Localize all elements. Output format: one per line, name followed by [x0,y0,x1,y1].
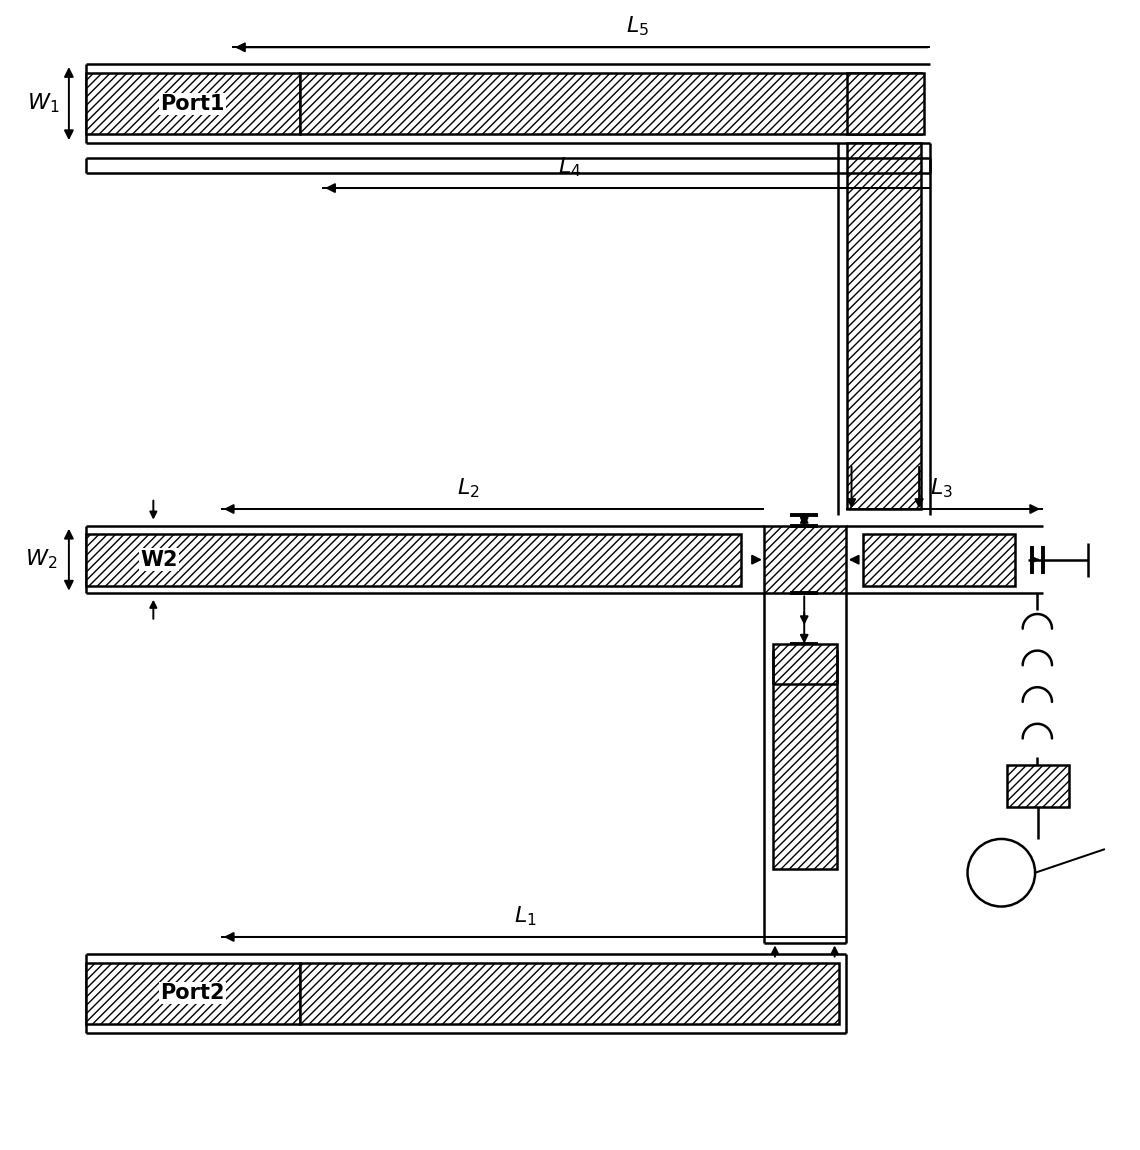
Bar [863,534,1015,585]
Text: W2: W2 [140,550,178,569]
Bar [86,534,741,585]
Text: $L_5$: $L_5$ [626,15,649,38]
Bar [1007,765,1069,807]
Text: $W_2$: $W_2$ [25,547,57,572]
Text: Port1: Port1 [161,93,225,114]
Bar [847,143,921,509]
Bar [300,963,839,1024]
Text: $L_2$: $L_2$ [457,476,480,500]
Text: Port2: Port2 [161,983,225,1003]
Text: $L_4$: $L_4$ [559,155,581,179]
Bar [300,74,921,135]
Bar [773,644,837,869]
Bar [86,963,300,1024]
Text: $L_3$: $L_3$ [930,476,953,500]
Bar [86,74,300,135]
Text: $W_1$: $W_1$ [27,92,59,115]
Bar [847,74,923,135]
Bar [764,526,846,593]
Text: $L_1$: $L_1$ [513,904,536,928]
